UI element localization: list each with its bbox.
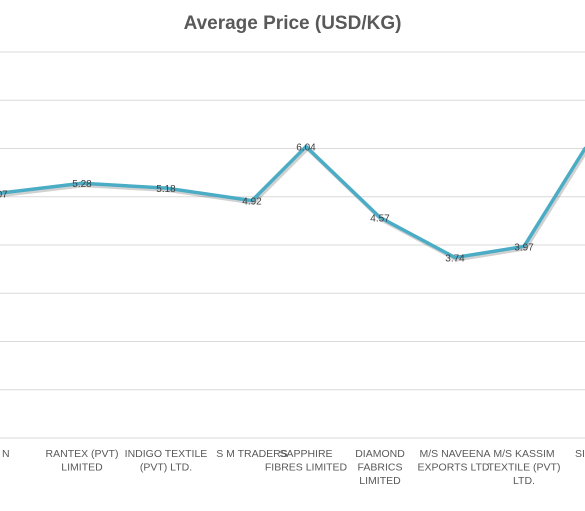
data-labels: 5.07 5.28 5.18 4.92 6.04 4.57 3.74 3.97 bbox=[0, 143, 534, 265]
category-label: M/S NAVEENA EXPORTS LTD. bbox=[418, 448, 493, 474]
data-label: 4.57 bbox=[370, 213, 390, 224]
category-label: SAPPHIRE FIBRES LIMITED bbox=[265, 448, 348, 474]
series-line bbox=[0, 144, 585, 260]
gridlines bbox=[0, 51, 585, 439]
category-label: INDIGO TEXTILE (PVT) LTD. bbox=[125, 448, 208, 474]
chart-title: Average Price (USD/KG) bbox=[183, 13, 402, 34]
category-label: DIAMOND FABRICS LIMITED bbox=[355, 448, 405, 487]
category-label: SI bbox=[575, 448, 585, 460]
category-label: S M TRADERS bbox=[216, 448, 288, 460]
category-label: M/S KASSIM TEXTILE (PVT) LTD. bbox=[488, 448, 561, 487]
data-label: 6.04 bbox=[296, 143, 316, 154]
data-label: 3.74 bbox=[445, 254, 465, 265]
data-label: 5.18 bbox=[156, 184, 176, 195]
series-line-shadow bbox=[0, 146, 585, 262]
data-label: 3.97 bbox=[514, 242, 534, 253]
data-label: 5.28 bbox=[72, 179, 92, 190]
data-label: 5.07 bbox=[0, 189, 8, 200]
series-line-group bbox=[0, 144, 585, 262]
data-label: 4.92 bbox=[242, 197, 262, 208]
category-label: N bbox=[2, 448, 10, 460]
category-label: RANTEX (PVT) LIMITED bbox=[46, 448, 119, 474]
